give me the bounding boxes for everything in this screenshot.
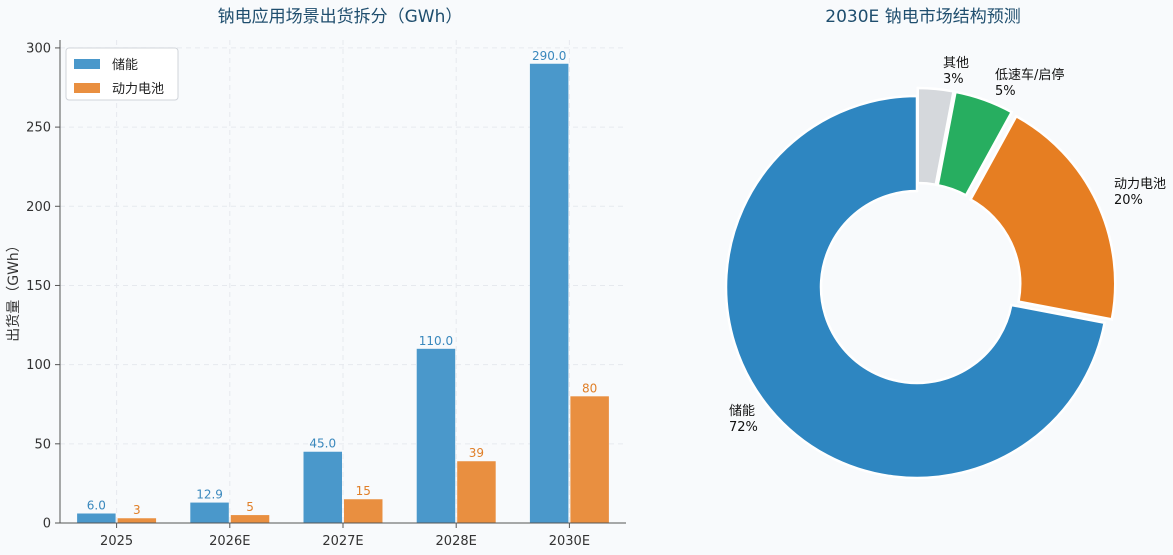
bar-value-label: 3 [133,503,141,517]
x-tick-label: 2027E [322,534,363,549]
bar-storage [303,451,342,523]
pie-slice-label: 其他 3% [943,56,969,87]
bars: 6.0 3 12.9 5 45.0 15 110.0 39 290.0 80 [77,49,609,524]
pie-chart-title: 2030E 钠电市场结构预测 [825,7,1020,27]
y-tick-label: 0 [43,517,51,532]
bar-value-label: 45.0 [309,437,336,451]
bar-value-label: 80 [582,381,597,395]
bar-storage [77,513,116,523]
y-axis-label: 出货量（GWh） [5,238,22,342]
bar-value-label: 15 [356,484,371,498]
bar-value-label: 110.0 [419,334,453,348]
y-tick-label: 300 [26,41,51,56]
pie-slice-label: 储能 72% [729,404,758,435]
y-tick-label: 200 [26,200,51,215]
bar-storage [416,348,456,523]
legend-swatch [74,59,100,69]
donut-chart: 储能 72% 动力电池 20% 低速车/启停 5% 其他 3% [724,56,1166,480]
bar-value-label: 290.0 [532,49,566,63]
bar-value-label: 12.9 [196,488,223,502]
bar-value-label: 5 [246,500,254,514]
bar-power [117,518,157,523]
pie-slice-label: 动力电池 20% [1114,177,1166,208]
axes: 0 50 100 150 200 250 300 2025 2026E 2027E 2028E 203… [26,40,626,549]
x-tick-label: 2028E [436,534,477,549]
legend-label: 动力电池 [112,82,164,97]
bar-value-label: 39 [469,446,484,460]
y-tick-label: 100 [26,358,51,373]
donut-slice [724,94,1107,480]
pie-slice-label: 低速车/启停 5% [995,67,1064,99]
x-tick-label: 2026E [209,534,250,549]
x-tick-label: 2030E [549,534,590,549]
donut-slice [968,114,1117,321]
bar-storage [190,502,229,523]
bar-power [344,499,383,523]
y-tick-label: 50 [34,437,51,452]
x-tick-label: 2025 [100,534,133,549]
bar-chart-title: 钠电应用场景出货拆分（GWh） [218,7,463,27]
bar-power [570,396,609,523]
bar-storage [529,63,569,524]
bar-value-label: 6.0 [87,498,106,512]
bar-power [230,515,270,523]
bar-power [457,461,496,523]
y-tick-label: 250 [26,121,51,136]
legend-label: 储能 [112,58,138,73]
donut-slice [936,90,1014,198]
legend-swatch [74,83,100,93]
y-tick-label: 150 [26,279,51,294]
donut-slice [916,86,956,187]
